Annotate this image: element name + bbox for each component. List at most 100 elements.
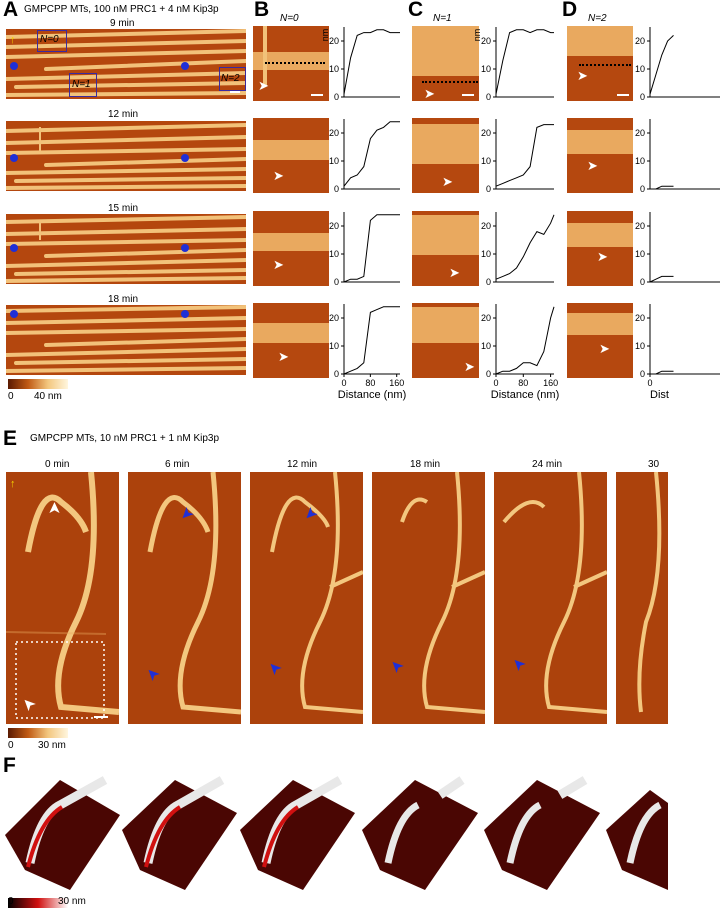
panel-c-image-3: ➤ bbox=[412, 211, 479, 286]
y-tick-label: 20 bbox=[481, 128, 491, 138]
y-tick-label: 0 bbox=[334, 92, 339, 102]
profile-line bbox=[650, 370, 674, 375]
panel-a-time-2: 12 min bbox=[108, 109, 139, 120]
y-tick-label: 0 bbox=[334, 369, 339, 379]
roi-label-n2: N=2 bbox=[221, 73, 240, 84]
arrow-head-icon: ➤ bbox=[587, 158, 598, 173]
panel-e-frame-3: ➤ ➤ bbox=[250, 472, 363, 724]
arrow-head-icon: ➤ bbox=[273, 257, 284, 272]
y-tick-label: 0 bbox=[486, 184, 491, 194]
arrow-head-icon: ➤ bbox=[46, 501, 64, 515]
surface-plot-2 bbox=[122, 776, 237, 890]
panel-b-image-2: ➤ bbox=[253, 118, 329, 193]
y-tick-label: 20 bbox=[329, 36, 339, 46]
y-tick-label: 0 bbox=[486, 92, 491, 102]
x-axis-label: Distance (nm) bbox=[491, 389, 559, 401]
y-tick-label: 10 bbox=[329, 64, 339, 74]
surface-plot-5 bbox=[484, 776, 600, 890]
y-tick-label: 20 bbox=[635, 313, 645, 323]
profile-line bbox=[649, 275, 674, 283]
panel-b-header: N=0 bbox=[280, 13, 299, 24]
y-tick-label: 20 bbox=[481, 221, 491, 231]
y-tick-label: 0 bbox=[486, 369, 491, 379]
panel-label-d: D bbox=[562, 0, 578, 21]
panel-e-time-3: 12 min bbox=[287, 459, 318, 470]
x-tick-label: 0 bbox=[493, 378, 498, 388]
surface-plot-4 bbox=[362, 776, 478, 890]
panel-e-time-5: 24 min bbox=[532, 459, 563, 470]
panel-a-colorbar-max: 40 nm bbox=[34, 391, 62, 402]
arrow-head-icon: ➤ bbox=[258, 78, 269, 93]
y-tick-label: 10 bbox=[329, 156, 339, 166]
y-tick-label: 20 bbox=[635, 36, 645, 46]
arrow-head-icon: ➤ bbox=[597, 249, 608, 264]
profile-line bbox=[495, 124, 554, 187]
panel-a-frame-2 bbox=[6, 121, 246, 191]
roi-box-n2 bbox=[219, 67, 246, 91]
y-tick-label: 10 bbox=[329, 249, 339, 259]
surface-plot-6 bbox=[606, 790, 668, 890]
panel-label-b: B bbox=[254, 0, 270, 21]
x-tick-label: 80 bbox=[518, 378, 528, 388]
y-axis-unit: nm bbox=[472, 29, 482, 42]
marker-dot bbox=[181, 310, 189, 318]
panel-d-image-3: ➤ bbox=[567, 211, 633, 286]
x-tick-label: 160 bbox=[389, 378, 404, 388]
marker-dot bbox=[10, 62, 18, 70]
y-tick-label: 20 bbox=[481, 313, 491, 323]
roi-label-n1: N=1 bbox=[72, 79, 91, 90]
panel-a-frame-4 bbox=[6, 305, 246, 375]
panel-e-condition: GMPCPP MTs, 10 nM PRC1 + 1 nM Kip3p bbox=[30, 433, 220, 444]
profile-line bbox=[495, 214, 555, 280]
profile-line bbox=[495, 29, 554, 95]
panel-label-a: A bbox=[3, 0, 19, 21]
panel-label-f: F bbox=[3, 754, 16, 777]
panel-a-time-3: 15 min bbox=[108, 203, 139, 214]
panel-e-time-2: 6 min bbox=[165, 459, 190, 470]
panel-c-image-1: ➤ bbox=[412, 26, 479, 101]
panel-f-colorbar-max: 30 nm bbox=[58, 896, 86, 907]
marker-dot bbox=[10, 244, 18, 252]
panel-a-frame-3 bbox=[6, 214, 246, 284]
x-axis-label: Dist bbox=[650, 389, 669, 401]
x-tick-label: 80 bbox=[365, 378, 375, 388]
surface-plot-1 bbox=[5, 776, 120, 890]
panel-e-time-1: 0 min bbox=[45, 459, 70, 470]
roi-box-n0 bbox=[37, 30, 67, 52]
y-tick-label: 10 bbox=[481, 156, 491, 166]
x-tick-label: 0 bbox=[647, 378, 652, 388]
arrow-head-icon: ➤ bbox=[449, 265, 460, 280]
panel-c-image-2: ➤ bbox=[412, 118, 479, 193]
y-tick-label: 10 bbox=[481, 64, 491, 74]
y-tick-label: 10 bbox=[481, 341, 491, 351]
profile-line bbox=[343, 29, 400, 95]
marker-dot bbox=[181, 244, 189, 252]
panel-a-colorbar bbox=[8, 379, 68, 389]
y-tick-label: 0 bbox=[640, 92, 645, 102]
marker-dot bbox=[10, 154, 18, 162]
panel-a-time-4: 18 min bbox=[108, 294, 139, 305]
panel-a-frame-1: ↑ N=0 N=1 N=2 bbox=[6, 29, 246, 99]
x-tick-label: 0 bbox=[341, 378, 346, 388]
x-axis-label: Distance (nm) bbox=[338, 389, 406, 401]
y-tick-label: 20 bbox=[481, 36, 491, 46]
panel-e-colorbar bbox=[8, 728, 68, 738]
y-tick-label: 10 bbox=[481, 249, 491, 259]
arrow-head-icon: ➤ bbox=[424, 86, 435, 101]
x-tick-label: 160 bbox=[543, 378, 558, 388]
panel-e-frame-1: ↑ ➤ ➤ bbox=[6, 472, 119, 724]
arrow-head-icon: ➤ bbox=[278, 349, 289, 364]
panel-a-time-1: 9 min bbox=[110, 18, 135, 29]
roi-box-n1 bbox=[69, 73, 97, 97]
profile-line bbox=[649, 35, 674, 95]
panel-b-image-1: ➤ bbox=[253, 26, 329, 101]
profile-line bbox=[343, 121, 400, 187]
arrow-head-icon: ➤ bbox=[577, 68, 588, 83]
panel-e-frame-4: ➤ bbox=[372, 472, 485, 724]
panel-f-colorbar-min: 0 bbox=[8, 896, 14, 907]
y-tick-label: 20 bbox=[635, 221, 645, 231]
y-tick-label: 20 bbox=[329, 221, 339, 231]
panel-b-image-4: ➤ bbox=[253, 303, 329, 378]
panel-label-c: C bbox=[408, 0, 424, 21]
marker-dot bbox=[10, 310, 18, 318]
